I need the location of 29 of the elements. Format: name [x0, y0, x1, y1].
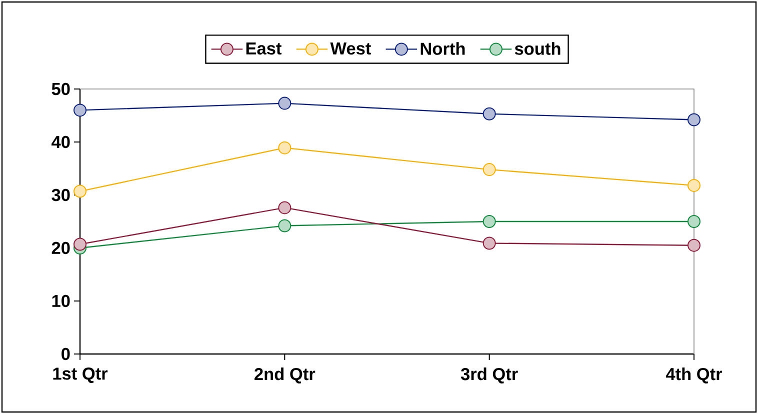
y-tick-label: 40 — [52, 136, 70, 148]
y-tick-label: 0 — [62, 348, 70, 360]
legend-label: North — [420, 42, 465, 55]
legend-label: West — [330, 42, 371, 55]
point — [278, 201, 292, 214]
y-tick-label: 50 — [52, 82, 70, 96]
point — [278, 96, 292, 110]
x-tick-label: 1st Qtr — [53, 368, 108, 383]
point — [278, 219, 292, 232]
point — [482, 236, 496, 250]
x-tick-label: 4th Qtr — [666, 368, 722, 384]
x-tick-label: 3rd Qtr — [460, 368, 518, 384]
point — [482, 107, 496, 120]
point — [74, 104, 87, 117]
y-tick-label: 30 — [52, 188, 70, 202]
point — [688, 238, 700, 252]
y-tick-label: 10 — [52, 294, 70, 308]
point — [482, 214, 496, 228]
point — [482, 163, 496, 176]
point — [688, 178, 700, 192]
point — [688, 113, 700, 126]
y-tick-label: 20 — [52, 242, 70, 254]
x-tick-label: 2nd Qtr — [254, 368, 316, 384]
point — [278, 141, 292, 154]
legend-label: East — [246, 42, 282, 55]
legend-label: south — [514, 42, 560, 55]
point — [74, 238, 87, 251]
point — [688, 214, 700, 228]
point — [74, 184, 87, 198]
